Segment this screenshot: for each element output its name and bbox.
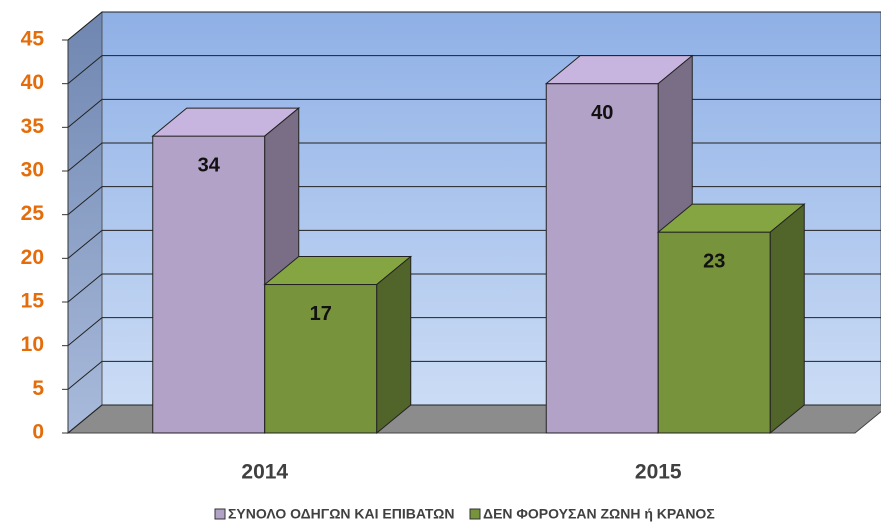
side-wall [67, 10, 103, 435]
bar [152, 135, 266, 434]
legend-label: ΣΥΝΟΛΟ ΟΔΗΓΩΝ ΚΑΙ ΕΠΙΒΑΤΩΝ [228, 506, 454, 522]
y-tick-label: 5 [32, 377, 44, 400]
bar [264, 284, 378, 434]
y-tick-label: 30 [21, 159, 44, 182]
legend-swatch [214, 508, 226, 520]
y-tick-label: 35 [21, 115, 45, 138]
value-label: 17 [310, 303, 332, 325]
y-tick-label: 20 [21, 246, 44, 269]
bar-side [376, 255, 412, 435]
y-tick-label: 0 [32, 421, 44, 444]
bar-group: 23 [656, 203, 806, 435]
grid-line [67, 11, 881, 41]
value-label: 34 [198, 154, 221, 176]
bar [657, 231, 771, 434]
y-tick-label: 15 [21, 290, 45, 313]
x-tick-label: 2015 [635, 461, 682, 484]
bar-group: 34 [151, 107, 301, 435]
y-tick-label: 10 [21, 333, 44, 356]
value-label: 23 [703, 250, 725, 272]
bar [545, 83, 659, 434]
bar-side [769, 203, 805, 435]
bar-group: 17 [263, 255, 413, 435]
legend-swatch [469, 508, 481, 520]
legend-label: ΔΕΝ ΦΟΡΟΥΣΑΝ ΖΩΝΗ ή ΚΡΑΝΟΣ [483, 506, 715, 522]
value-label: 40 [591, 102, 613, 124]
x-tick-label: 2014 [241, 461, 288, 484]
y-tick-label: 40 [21, 71, 44, 94]
y-tick-label: 25 [21, 202, 45, 225]
y-tick-label: 45 [21, 28, 45, 51]
